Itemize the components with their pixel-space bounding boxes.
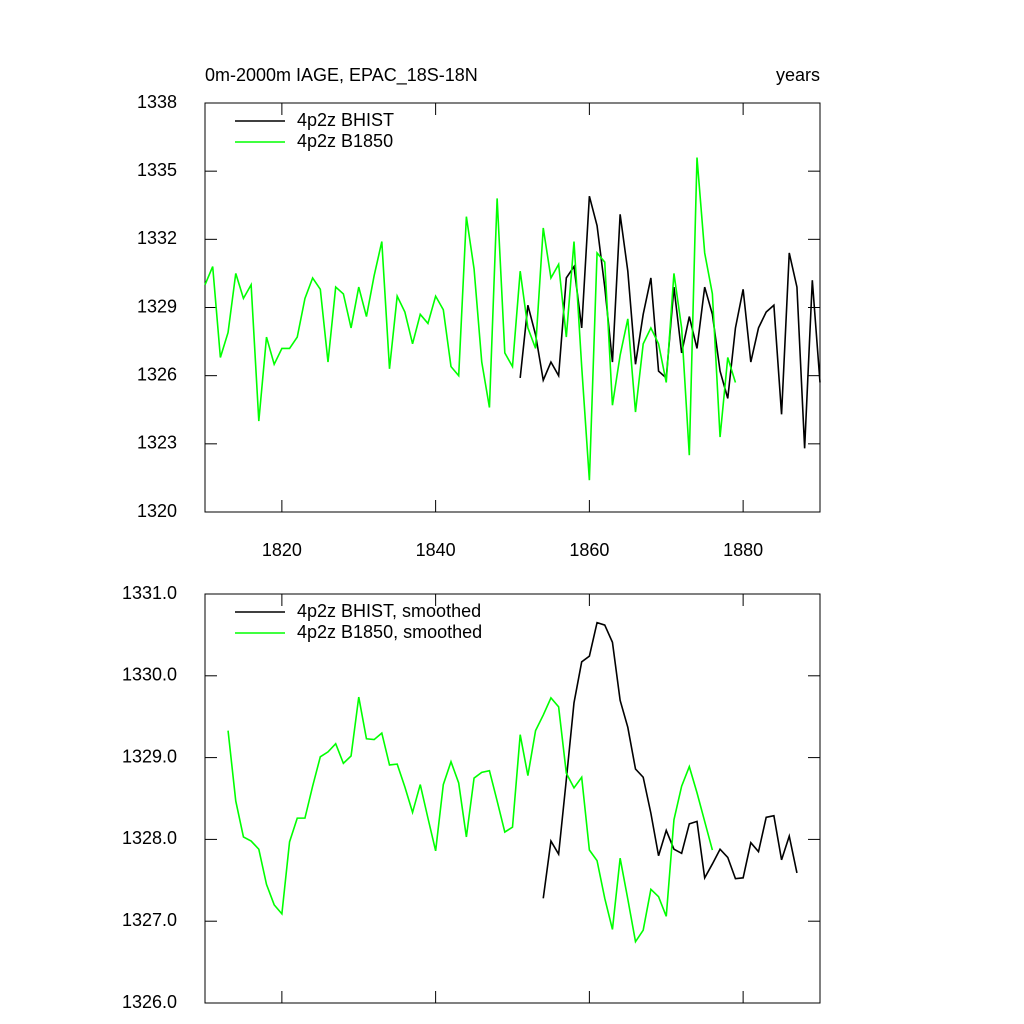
right-title: years (776, 65, 820, 85)
x-tick-label: 1840 (416, 540, 456, 560)
y-tick-label: 1330.0 (122, 665, 177, 685)
legend-label: 4p2z B1850 (297, 131, 393, 151)
y-tick-label: 1335 (137, 160, 177, 180)
legend-label: 4p2z B1850, smoothed (297, 622, 482, 642)
legend-label: 4p2z BHIST (297, 110, 394, 130)
series-line (204, 157, 737, 481)
y-tick-label: 1326.0 (122, 992, 177, 1012)
y-tick-label: 1320 (137, 501, 177, 521)
legend-label: 4p2z BHIST, smoothed (297, 601, 481, 621)
y-tick-label: 1326 (137, 364, 177, 384)
plot-frame (204, 102, 821, 513)
y-tick-label: 1323 (137, 433, 177, 453)
series-line (227, 696, 714, 944)
y-tick-label: 1338 (137, 92, 177, 112)
series-line (542, 621, 798, 899)
y-tick-label: 1327.0 (122, 910, 177, 930)
plot-frame (204, 593, 821, 1004)
chart-title: 0m-2000m IAGE, EPAC_18S-18N (205, 65, 478, 86)
x-tick-label: 1860 (569, 540, 609, 560)
x-tick-label: 1820 (262, 540, 302, 560)
y-tick-label: 1328.0 (122, 828, 177, 848)
x-tick-label: 1880 (723, 540, 763, 560)
y-tick-label: 1332 (137, 228, 177, 248)
y-tick-label: 1331.0 (122, 583, 177, 603)
y-tick-label: 1329 (137, 296, 177, 316)
y-tick-label: 1329.0 (122, 746, 177, 766)
